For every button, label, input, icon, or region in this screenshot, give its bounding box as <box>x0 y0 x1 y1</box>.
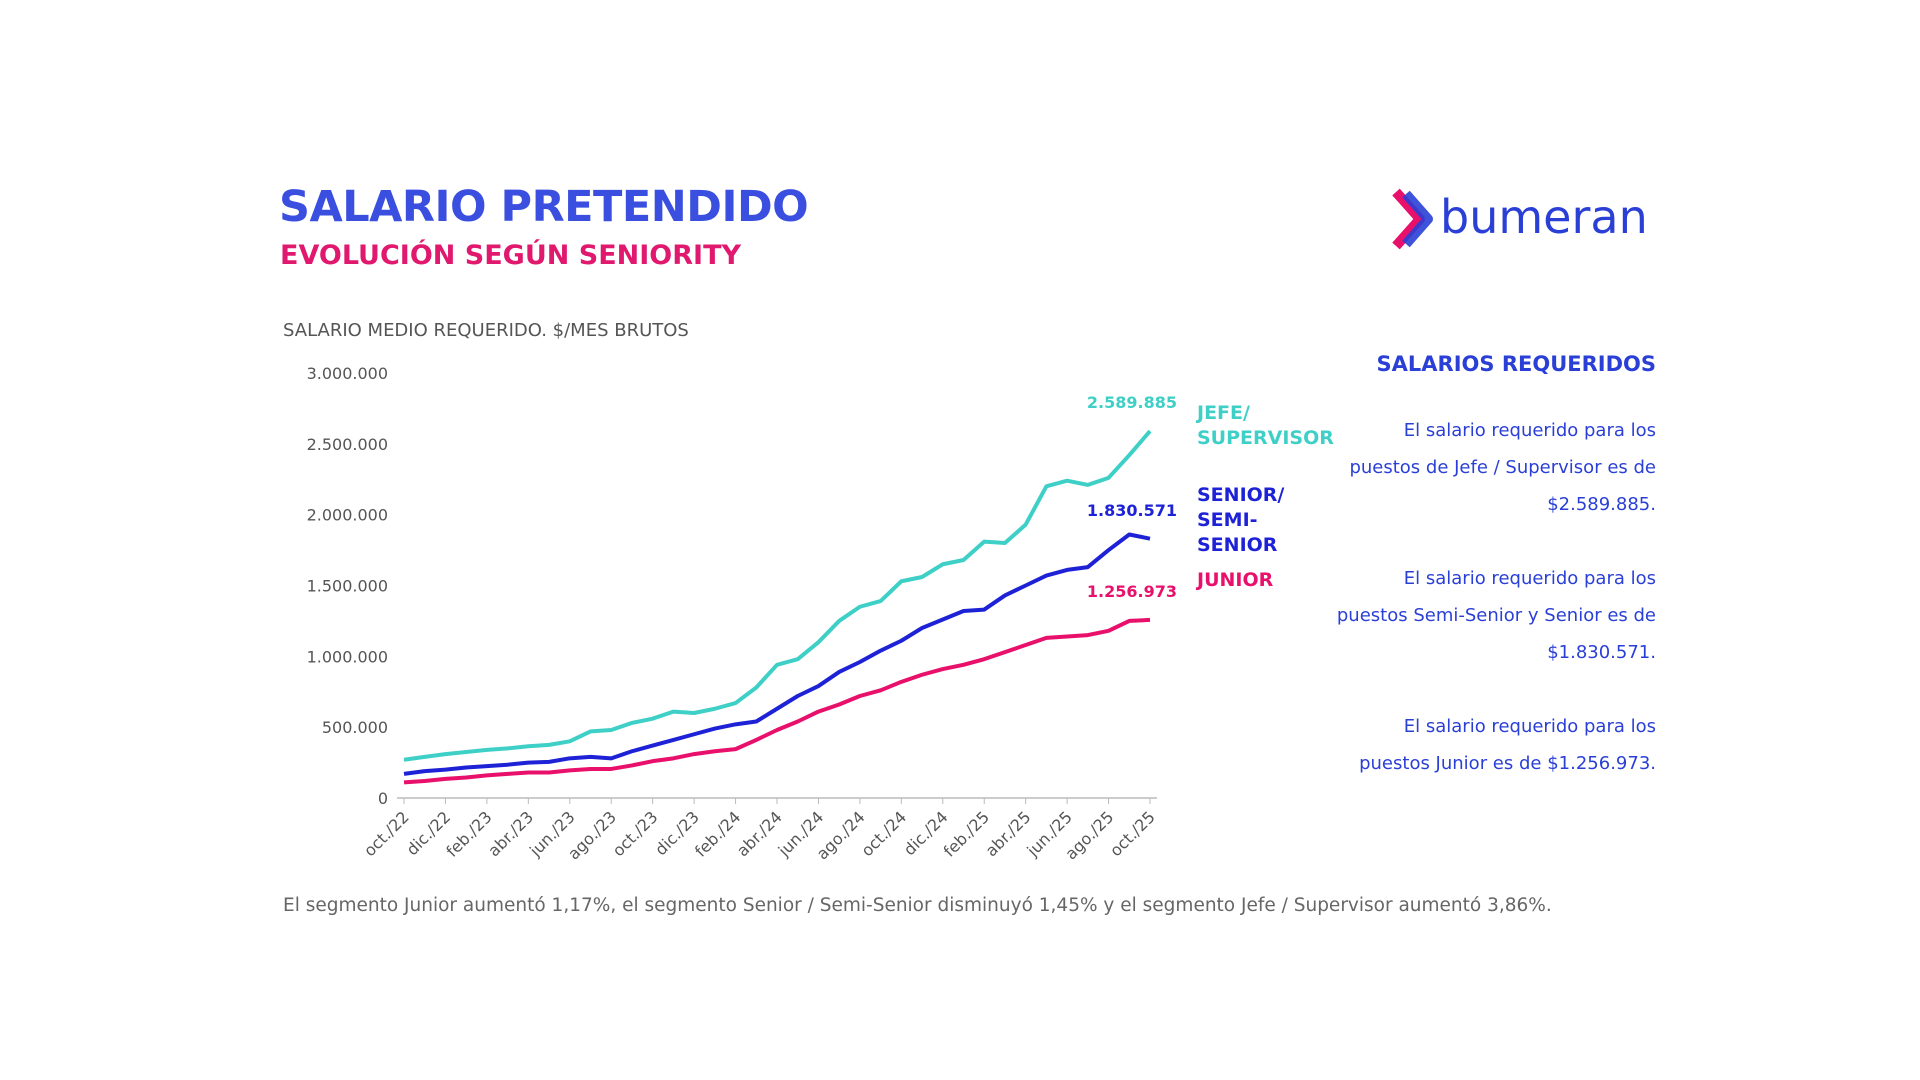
y-tick-label: 2.500.000 <box>307 435 388 454</box>
y-tick-label: 0 <box>378 789 388 808</box>
series-line <box>403 532 1151 776</box>
x-tick-label: abr./24 <box>733 807 786 860</box>
x-tick-label: abr./25 <box>982 807 1035 860</box>
side-paragraph: El salario requerido para los puestos Se… <box>1336 568 1656 663</box>
value-label: 1.830.571 <box>1086 500 1177 520</box>
y-tick-label: 2.000.000 <box>307 506 388 525</box>
side-heading: SALARIOS REQUERIDOS <box>1376 352 1656 376</box>
y-axis-label: SALARIO MEDIO REQUERIDO. $/MES BRUTOS <box>283 320 689 341</box>
footnote: El segmento Junior aumentó 1,17%, el seg… <box>283 895 1552 916</box>
brand: bumeran <box>1440 190 1648 244</box>
title: SALARIO PRETENDIDO <box>279 182 809 232</box>
subtitle: EVOLUCIÓN SEGÚN SENIORITY <box>280 240 742 271</box>
x-tick-label: oct./25 <box>1106 807 1159 860</box>
series-label: SENIOR/ SEMI-SENIOR <box>1197 484 1285 556</box>
y-tick-label: 1.000.000 <box>307 647 388 666</box>
x-tick-label: oct./24 <box>857 807 910 860</box>
value-label: 2.589.885 <box>1086 393 1177 413</box>
y-tick-label: 3.000.000 <box>307 364 388 383</box>
y-tick-label: 1.500.000 <box>307 577 388 596</box>
x-tick-label: feb./23 <box>442 807 495 860</box>
x-tick-label: oct./22 <box>360 807 413 860</box>
y-tick-label: 500.000 <box>322 718 388 737</box>
x-tick-label: oct./23 <box>609 807 662 860</box>
side-paragraph: El salario requerido para los puestos de… <box>1349 420 1656 515</box>
value-label: 1.256.973 <box>1086 581 1177 601</box>
x-tick-label: abr./23 <box>484 807 537 860</box>
series-line <box>403 617 1151 785</box>
logo-icon <box>1392 188 1433 250</box>
x-tick-label: feb./24 <box>691 807 744 860</box>
x-tick-label: feb./25 <box>940 807 993 860</box>
series-label: JEFE/ SUPERVISOR <box>1197 402 1334 449</box>
series-line <box>403 429 1152 762</box>
side-paragraph: El salario requerido para los puestos Ju… <box>1359 716 1656 774</box>
series-label: JUNIOR <box>1197 569 1274 591</box>
